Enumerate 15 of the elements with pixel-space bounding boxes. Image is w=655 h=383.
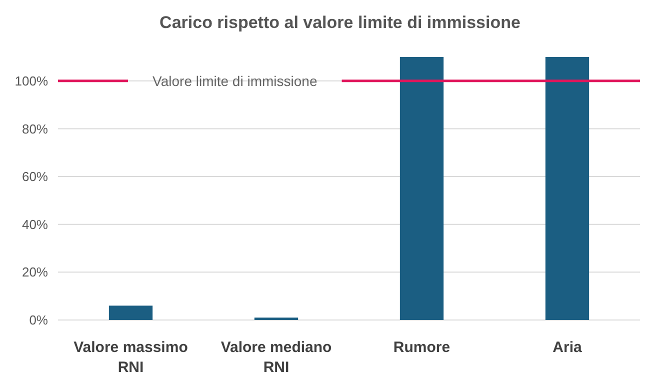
- y-tick-label: 20%: [22, 264, 48, 280]
- x-tick-label: Rumore: [393, 339, 450, 356]
- y-tick-label: 60%: [22, 169, 48, 184]
- x-tick-label: Valore mediano RNI: [220, 339, 332, 376]
- y-tick-label: 0%: [29, 312, 48, 328]
- x-tick-label: Valore massimo RNI: [74, 339, 188, 376]
- y-tick-label: 100%: [14, 73, 48, 88]
- bar: [400, 57, 444, 320]
- ref-line-label: Valore limite di immissione: [152, 72, 318, 89]
- y-tick-label: 80%: [22, 121, 48, 136]
- bar: [545, 57, 590, 320]
- chart-title: Carico rispetto al valore limite di immissione: [160, 13, 520, 32]
- bar: [108, 306, 153, 320]
- y-tick-label: 40%: [22, 216, 48, 232]
- x-tick-label: Aria: [552, 339, 582, 356]
